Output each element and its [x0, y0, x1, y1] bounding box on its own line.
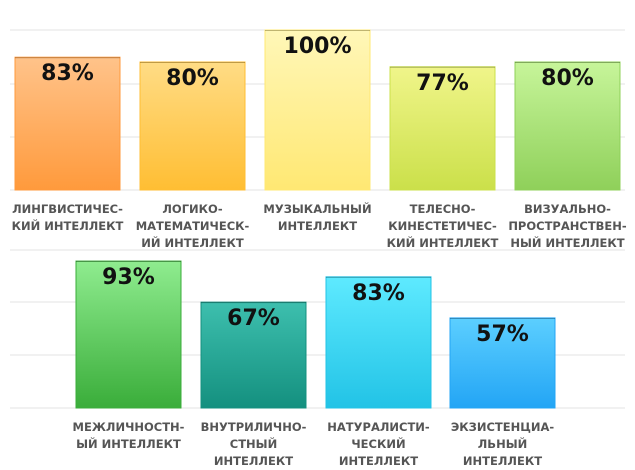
- category-label-line: ИЙ ИНТЕЛЛЕКТ: [141, 235, 244, 250]
- category-label: ЭКЗИСТЕНЦИА- ЛЬНЫЙ ИНТЕЛЛЕКТ: [451, 420, 555, 468]
- category-label: ЛИНГВИСТИЧЕС- КИЙ ИНТЕЛЛЕКТ: [12, 202, 124, 233]
- category-label: НАТУРАЛИСТИ- ЧЕСКИЙ ИНТЕЛЛЕКТ: [327, 420, 430, 468]
- bar: [75, 260, 182, 409]
- data-label: 67%: [227, 306, 280, 331]
- bar: [200, 301, 307, 409]
- category-label-line: СТНЫЙ: [230, 436, 277, 451]
- bar: [14, 56, 121, 191]
- category-label: ТЕЛЕСНО- КИНЕСТЕТИЧЕС- КИЙ ИНТЕЛЛЕКТ: [387, 202, 499, 250]
- bar: [264, 29, 371, 191]
- category-label: ВИЗУАЛЬНО- ПРОСТРАНСТВЕН- НЫЙ ИНТЕЛЛЕКТ: [508, 202, 627, 250]
- category-label-line: ЫЙ ИНТЕЛЛЕКТ: [76, 436, 181, 451]
- bar: [325, 276, 432, 409]
- category-label-line: ЭКЗИСТЕНЦИА-: [451, 420, 555, 434]
- chart-panel-2: 93% МЕЖЛИЧНОСТН- ЫЙ ИНТЕЛЛЕКТ 67% ВНУТРИЛИЧН…: [10, 249, 625, 468]
- category-label-line: ВНУТРИЛИЧНО-: [201, 420, 307, 434]
- category-label-line: ИНТЕЛЛЕКТ: [278, 219, 357, 233]
- category-label-line: ЧЕСКИЙ: [351, 436, 405, 451]
- data-label: 83%: [41, 61, 94, 86]
- data-label: 80%: [541, 66, 594, 91]
- category-label-line: НАТУРАЛИСТИ-: [327, 420, 430, 434]
- bar: [389, 66, 496, 191]
- category-label-line: КИЙ ИНТЕЛЛЕКТ: [12, 218, 124, 233]
- category-label: МЕЖЛИЧНОСТН- ЫЙ ИНТЕЛЛЕКТ: [73, 420, 185, 451]
- category-label-line: ЛОГИКО-: [162, 202, 222, 216]
- category-label-line: КИЙ ИНТЕЛЛЕКТ: [387, 235, 499, 250]
- category-label-line: НЫЙ ИНТЕЛЛЕКТ: [510, 235, 624, 250]
- data-label: 100%: [284, 34, 352, 59]
- category-label: МУЗЫКАЛЬНЫЙ ИНТЕЛЛЕКТ: [263, 201, 371, 233]
- category-label-line: МАТЕМАТИЧЕСК-: [136, 219, 250, 233]
- data-label: 77%: [416, 71, 469, 96]
- data-label: 83%: [352, 281, 405, 306]
- category-label: ВНУТРИЛИЧНО- СТНЫЙ ИНТЕЛЛЕКТ: [201, 420, 307, 468]
- data-label: 93%: [102, 265, 155, 290]
- category-label-line: ТЕЛЕСНО-: [410, 202, 476, 216]
- category-label-line: ЛЬНЫЙ: [478, 436, 527, 451]
- category-label-line: МЕЖЛИЧНОСТН-: [73, 420, 185, 434]
- category-label-line: МУЗЫКАЛЬНЫЙ: [263, 201, 371, 216]
- category-label-line: ИНТЕЛЛЕКТ: [339, 454, 418, 468]
- category-label-line: ВИЗУАЛЬНО-: [524, 202, 611, 216]
- data-label: 57%: [476, 322, 529, 347]
- chart-panel-1: 83% ЛИНГВИСТИЧЕС- КИЙ ИНТЕЛЛЕКТ 80% ЛОГИКО- М…: [10, 29, 627, 250]
- category-label-line: КИНЕСТЕТИЧЕС-: [388, 219, 497, 233]
- category-label: ЛОГИКО- МАТЕМАТИЧЕСК- ИЙ ИНТЕЛЛЕКТ: [136, 202, 250, 250]
- category-label-line: ИНТЕЛЛЕКТ: [463, 454, 542, 468]
- bar: [139, 61, 246, 191]
- bar: [449, 317, 556, 409]
- category-label-line: ЛИНГВИСТИЧЕС-: [12, 202, 123, 216]
- bar: [514, 61, 621, 191]
- data-label: 80%: [166, 66, 219, 91]
- category-label-line: ПРОСТРАНСТВЕН-: [508, 219, 627, 233]
- category-label-line: ИНТЕЛЛЕКТ: [214, 454, 293, 468]
